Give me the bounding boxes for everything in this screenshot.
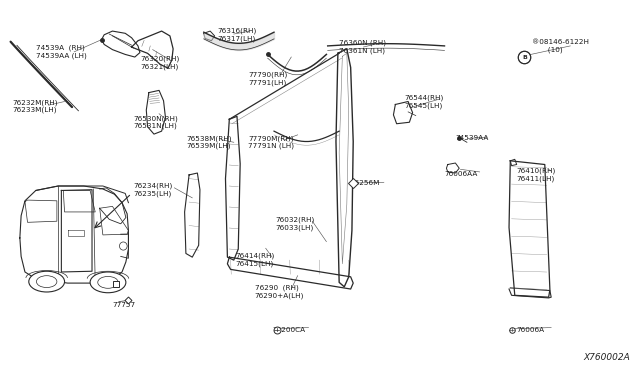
Text: 76006A: 76006A (516, 327, 545, 333)
Text: 76032(RH)
76033(LH): 76032(RH) 76033(LH) (275, 217, 314, 231)
Text: 76200CA: 76200CA (272, 327, 305, 333)
Text: 74539A  (RH)
74539AA (LH): 74539A (RH) 74539AA (LH) (36, 45, 86, 59)
Text: 76290  (RH)
76290+A(LH): 76290 (RH) 76290+A(LH) (255, 285, 304, 299)
Text: 76320(RH)
76321(LH): 76320(RH) 76321(LH) (140, 56, 179, 70)
Text: 76414(RH)
76415(LH): 76414(RH) 76415(LH) (236, 253, 275, 267)
Text: 76530N(RH)
76531N(LH): 76530N(RH) 76531N(LH) (134, 115, 179, 129)
Text: 76360N (RH)
76361N (LH): 76360N (RH) 76361N (LH) (339, 40, 386, 54)
Text: 76256M: 76256M (351, 180, 380, 186)
Text: 76544(RH)
76545(LH): 76544(RH) 76545(LH) (404, 94, 444, 109)
Text: 77756: 77756 (95, 284, 118, 290)
Text: 77790M(RH)
77791N (LH): 77790M(RH) 77791N (LH) (248, 135, 294, 150)
Text: 76538M(RH)
76539M(LH): 76538M(RH) 76539M(LH) (186, 135, 232, 150)
Text: 76410(RH)
76411(LH): 76410(RH) 76411(LH) (516, 168, 556, 182)
Circle shape (90, 272, 126, 293)
Text: 77790(RH)
77791(LH): 77790(RH) 77791(LH) (248, 71, 288, 86)
Text: 77757: 77757 (113, 302, 136, 308)
Circle shape (29, 271, 65, 292)
Text: 76232M(RH)
76233M(LH): 76232M(RH) 76233M(LH) (12, 99, 58, 113)
Text: ®08146-6122H
       (10): ®08146-6122H (10) (532, 39, 589, 53)
Circle shape (98, 276, 118, 288)
Text: 76316(RH)
76317(LH): 76316(RH) 76317(LH) (218, 28, 257, 42)
Text: 76234(RH)
76235(LH): 76234(RH) 76235(LH) (134, 183, 173, 197)
Text: 76006AA: 76006AA (445, 171, 478, 177)
Text: X760002A: X760002A (583, 353, 630, 362)
Text: B: B (522, 55, 527, 60)
Text: 74539AA: 74539AA (456, 135, 489, 141)
Circle shape (36, 276, 57, 288)
